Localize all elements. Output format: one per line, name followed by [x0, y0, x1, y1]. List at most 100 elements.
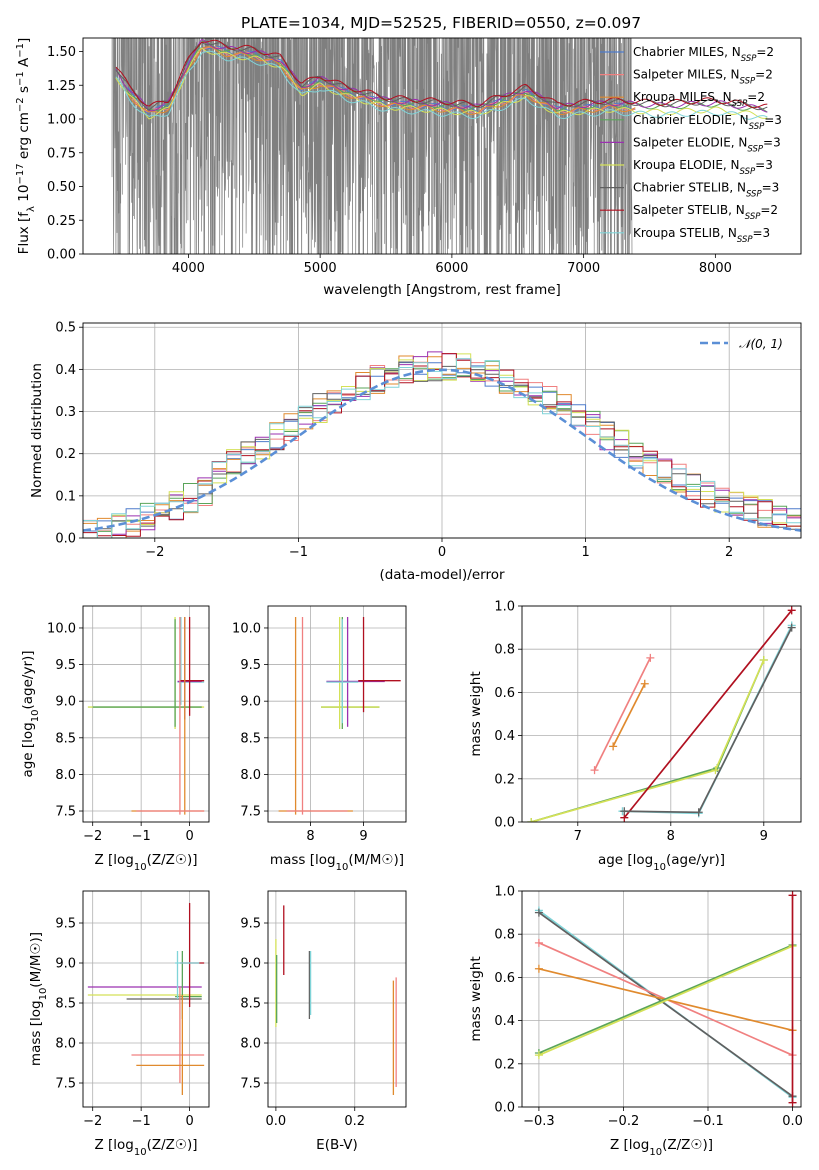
x-tick-label: 8 — [667, 829, 675, 844]
label-part: (M/M☉)] — [28, 932, 44, 988]
axes-frame — [521, 605, 802, 823]
panel-mass-vs-ebv: 0.0 0.2 7.5 8.0 8.5 9.0 9.5 E(B-V) — [240, 890, 407, 1153]
label-subscript: 10 — [653, 862, 666, 873]
y-tick-label: 8.0 — [55, 768, 76, 783]
y-tick-label: 9.5 — [55, 917, 76, 932]
y-tick-label: 7.5 — [55, 805, 76, 820]
legend-label: Salpeter STELIB, NSSP=2 — [633, 203, 778, 222]
label-part: log — [113, 1137, 134, 1153]
y-tick-label: 8.0 — [55, 1037, 76, 1052]
legend-label-subscript: SSP — [749, 122, 765, 132]
legend-label-text: Salpeter MILES, N — [633, 68, 740, 82]
panel-age-vs-Z: −2 −1 07.58.08.59.09.510.0Z [log10(Z/Z☉)]a… — [20, 605, 210, 873]
x-tick-label: −0.1 — [692, 1114, 724, 1129]
weight-marker — [646, 653, 655, 662]
model-line-2 — [127, 46, 636, 115]
label-part: mass [ — [28, 1021, 44, 1066]
y-axis-label: Normed distribution — [29, 363, 45, 498]
x-axis-label: Z [log10(Z/Z☉)] — [610, 1137, 713, 1158]
legend-label: 𝒩(0, 1) — [739, 337, 783, 351]
legend-label-suffix: =3 — [755, 158, 773, 172]
legend-label-suffix: =2 — [756, 45, 774, 59]
legend-label: Kroupa MILES, NSSP=2 — [633, 90, 765, 109]
legend-label: Chabrier MILES, NSSP=2 — [633, 45, 774, 64]
y-axis-label: Flux [fλ 10−17 erg cm−2 s−1 A−1] — [15, 38, 37, 255]
label-part: wavelength [Angstrom, rest frame] — [323, 282, 561, 298]
label-part: log — [20, 722, 36, 743]
y-tick-label: 9.0 — [55, 957, 76, 972]
plot-area — [111, 38, 768, 254]
y-tick-label: 0.8 — [494, 643, 515, 658]
weight-marker — [527, 818, 536, 822]
y-tick-label: 1.0 — [494, 885, 515, 900]
x-tick-label: 0 — [438, 545, 446, 560]
label-part: log — [633, 852, 654, 868]
legend-label-subscript: SSP — [737, 235, 753, 245]
legend-label: Salpeter ELODIE, NSSP=3 — [633, 135, 781, 154]
model-line-3 — [115, 41, 768, 113]
plot-area — [527, 606, 796, 822]
y-tick-label: 0.1 — [55, 489, 76, 504]
weight-line-0 — [593, 657, 652, 771]
x-axis-label: E(B-V) — [316, 1137, 358, 1153]
y-axis-label: mass weight — [468, 671, 484, 756]
label-part: −2 — [15, 97, 26, 112]
x-tick-label: 0 — [185, 829, 193, 844]
legend-label-text: Salpeter ELODIE, N — [633, 135, 747, 149]
label-subscript: 10 — [38, 988, 49, 1001]
y-tick-label: 0.5 — [55, 321, 76, 336]
x-axis-label: wavelength [Angstrom, rest frame] — [323, 282, 561, 298]
label-subscript: 10 — [649, 1147, 662, 1158]
label-part: −17 — [15, 163, 26, 184]
y-axis-label: mass weight — [468, 956, 484, 1041]
panel-residuals: −2 −1 0 1 2 0.0 0.1 0.2 0.3 0.4 0.5 𝒩(0, 1) (data-mo… — [29, 321, 802, 583]
weight-line-4 — [538, 944, 793, 1054]
panel-spectrum: 4000 5000 6000 7000 8000 0.00 0.25 0.50 0.75 1.00… — [15, 37, 802, 298]
legend-label-subscript: SSP — [740, 77, 756, 87]
label-subscript: 10 — [134, 862, 147, 873]
label-part: (age/yr)] — [20, 650, 36, 709]
spectrum-data-line — [111, 38, 633, 254]
label-subscript: 10 — [134, 1147, 147, 1158]
x-tick-label: −1 — [132, 1114, 151, 1129]
legend-label-suffix: =2 — [755, 68, 773, 82]
axes-frame — [267, 890, 407, 1108]
label-part: mass weight — [468, 671, 484, 756]
x-axis-label: mass [log10(M/M☉)] — [270, 852, 404, 873]
legend-label-text: Kroupa MILES, N — [633, 90, 732, 104]
model-line-5 — [115, 47, 768, 120]
label-part: (Z/Z☉)] — [147, 852, 198, 868]
x-tick-label: 2 — [725, 545, 733, 560]
y-tick-label: 9.0 — [240, 695, 261, 710]
x-axis-label: age [log10(age/yr)] — [598, 852, 725, 873]
x-tick-label: 7 — [574, 829, 582, 844]
weight-marker — [620, 807, 629, 816]
figure-title: PLATE=1034, MJD=52525, FIBERID=0550, z=0… — [241, 14, 641, 32]
label-part: erg cm — [16, 112, 32, 163]
y-tick-label: 0.6 — [494, 971, 515, 986]
legend-label-subscript: SSP — [746, 190, 762, 200]
weight-marker — [787, 606, 796, 615]
weight-marker — [534, 964, 543, 973]
y-tick-label: 1.50 — [47, 45, 76, 60]
legend-label: Chabrier ELODIE, NSSP=3 — [633, 113, 782, 132]
y-tick-label: 0.0 — [55, 532, 76, 547]
y-tick-label: 0.50 — [47, 180, 76, 195]
x-axis-label: Z [log10(Z/Z☉)] — [94, 1137, 197, 1158]
legend-label-suffix: =3 — [753, 226, 771, 240]
y-tick-label: 1.0 — [494, 600, 515, 615]
y-tick-label: 8.0 — [240, 768, 261, 783]
label-part: age [ — [598, 852, 633, 868]
x-tick-label: 9 — [359, 829, 367, 844]
y-tick-label: 0.4 — [494, 729, 515, 744]
x-tick-label: −2 — [83, 1114, 102, 1129]
y-tick-label: 0.2 — [494, 1057, 515, 1072]
weight-marker — [534, 1051, 543, 1060]
weight-marker — [788, 891, 797, 900]
legend-label-subscript: SSP — [741, 54, 757, 64]
y-tick-label: 10.0 — [232, 621, 261, 636]
y-tick-label: 0.25 — [47, 214, 76, 229]
y-tick-label: 0.2 — [55, 447, 76, 462]
axes-frame — [82, 322, 802, 539]
